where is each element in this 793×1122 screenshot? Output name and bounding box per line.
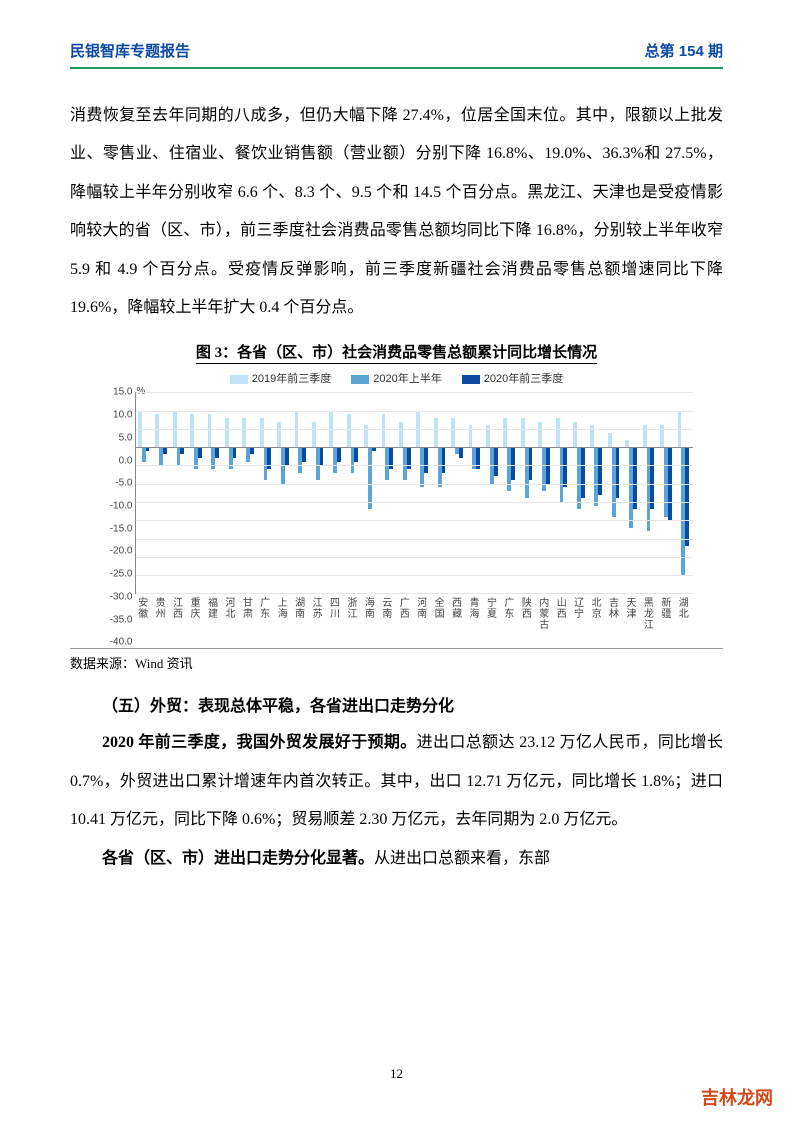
header-right: 总第 154 期 <box>645 40 723 61</box>
header-rule <box>70 67 723 69</box>
bar-chart: % 安徽贵州江西重庆福建河北甘肃广东上海湖南江苏四川浙江海南云南广西河南全国西藏… <box>97 388 697 638</box>
chart-container: 2019年前三季度 2020年上半年 2020年前三季度 % 安徽贵州江西重庆福… <box>97 366 697 638</box>
paragraph-2: 2020 年前三季度，我国外贸发展好于预期。进出口总额达 23.12 万亿人民币… <box>70 724 723 839</box>
header-left: 民银智库专题报告 <box>70 40 190 61</box>
section-heading-5: （五）外贸：表现总体平稳，各省进出口走势分化 <box>70 692 723 716</box>
chart-legend: 2019年前三季度 2020年上半年 2020年前三季度 <box>97 366 697 388</box>
paragraph-3: 各省（区、市）进出口走势分化显著。从进出口总额来看，东部 <box>70 840 723 878</box>
figure-title: 图 3：各省（区、市）社会消费品零售总额累计同比增长情况 <box>70 341 723 362</box>
watermark: 吉林龙网 <box>701 1084 773 1110</box>
page-number: 12 <box>0 1066 793 1082</box>
paragraph-1: 消费恢复至去年同期的八成多，但仍大幅下降 27.4%，位居全国末位。其中，限额以… <box>70 97 723 327</box>
figure-source: 数据来源：Wind 资讯 <box>70 648 723 672</box>
